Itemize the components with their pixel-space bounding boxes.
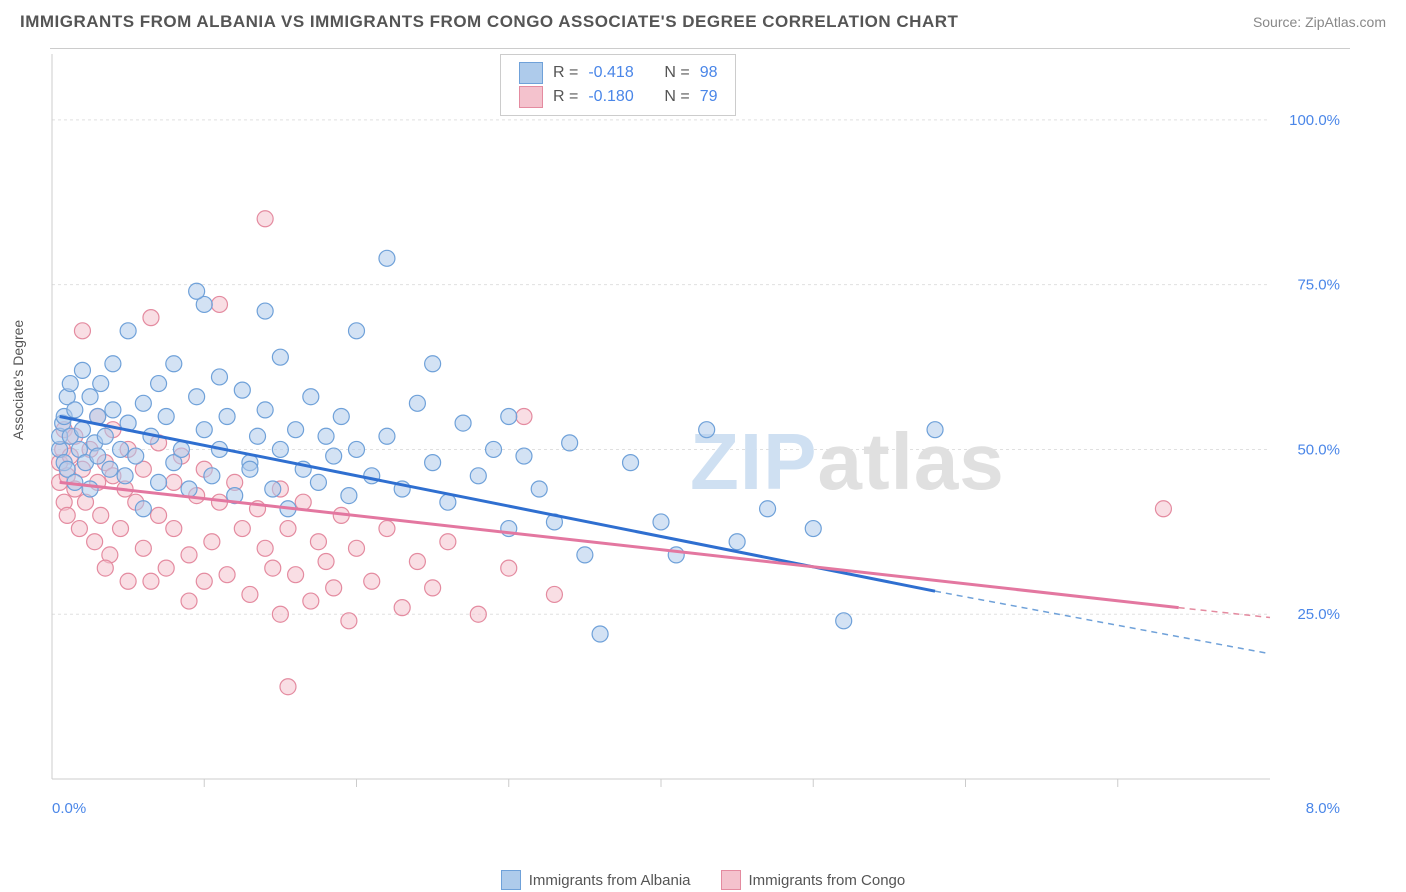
legend-label: Immigrants from Congo [749,872,906,889]
legend-item-congo: Immigrants from Congo [721,870,906,890]
legend-label: Immigrants from Albania [529,872,691,889]
svg-text:50.0%: 50.0% [1297,441,1340,458]
legend-item-albania: Immigrants from Albania [501,870,691,890]
header: IMMIGRANTS FROM ALBANIA VS IMMIGRANTS FR… [0,0,1406,40]
svg-text:75.0%: 75.0% [1297,277,1340,294]
chart-title: IMMIGRANTS FROM ALBANIA VS IMMIGRANTS FR… [20,12,958,32]
svg-text:100.0%: 100.0% [1289,112,1340,129]
svg-text:0.0%: 0.0% [52,800,86,817]
svg-text:8.0%: 8.0% [1306,800,1340,817]
legend-swatch-icon [721,870,741,890]
svg-text:25.0%: 25.0% [1297,606,1340,623]
scatter-plot: ZIPatlas 25.0% 50.0% 75.0% 100.0% 0.0% 8.0% R … [50,49,1350,819]
stats-legend: R =-0.418 N =98 R =-0.180 N =79 [500,54,736,116]
bottom-legend: Immigrants from Albania Immigrants from … [0,870,1406,890]
svg-text:ZIPatlas: ZIPatlas [690,417,1005,506]
legend-swatch-icon [501,870,521,890]
source-label: Source: ZipAtlas.com [1253,14,1386,30]
y-axis-label: Associate's Degree [10,320,26,440]
chart-area: ZIPatlas 25.0% 50.0% 75.0% 100.0% 0.0% 8.0% R … [50,48,1350,819]
